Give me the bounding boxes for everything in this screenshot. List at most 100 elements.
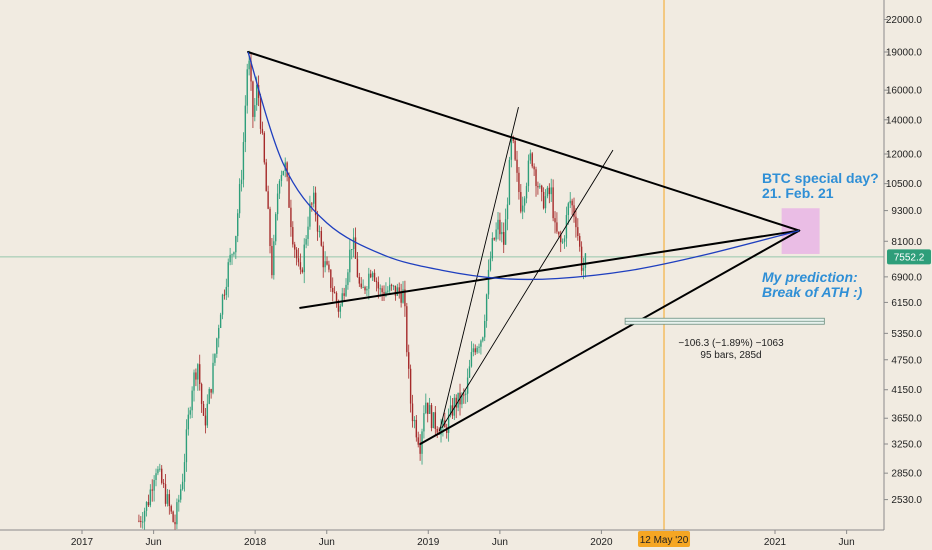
y-tick-label: 6150.0	[891, 298, 922, 309]
candle-down	[535, 169, 537, 187]
candle-down	[354, 237, 357, 259]
candle-up	[432, 412, 435, 429]
candle-down	[140, 520, 142, 523]
candle-down	[548, 187, 551, 195]
candle-up	[181, 481, 184, 490]
candle-down	[200, 384, 203, 404]
candle-up	[155, 473, 157, 480]
candle-up	[276, 193, 279, 215]
candle-down	[330, 269, 332, 288]
candle-up	[142, 521, 144, 523]
candle-up	[221, 294, 224, 315]
candle-down	[375, 280, 378, 283]
candle-down	[259, 97, 262, 129]
candle-up	[472, 348, 475, 353]
blue-arc	[247, 51, 800, 281]
candle-up	[143, 510, 146, 522]
x-tick-label: Jun	[319, 537, 335, 548]
candle-down	[493, 238, 495, 240]
candle-up	[447, 414, 450, 433]
candle-up	[366, 288, 368, 291]
candle-up	[480, 340, 482, 347]
candle-down	[434, 412, 437, 429]
candle-up	[510, 136, 513, 160]
candle-down	[560, 234, 562, 243]
triangle-lower-line	[419, 229, 801, 445]
candle-down	[320, 231, 323, 246]
current-price-badge-bg	[887, 249, 931, 265]
marker-date-label: 12 May '20	[640, 535, 689, 546]
candle-up	[219, 314, 222, 328]
y-tick-label: 8100.0	[891, 237, 922, 248]
candle-down	[554, 218, 556, 223]
candle-down	[558, 231, 560, 235]
candle-down	[356, 258, 359, 277]
candle-up	[189, 410, 191, 415]
marker-date-badge-bg	[638, 531, 691, 547]
candle-up	[396, 287, 399, 296]
y-tick-label: 2850.0	[891, 469, 922, 480]
candle-up	[235, 236, 237, 253]
candle-down	[138, 520, 140, 522]
candle-up	[387, 290, 389, 292]
candle-down	[463, 394, 465, 396]
candle-up	[428, 405, 431, 414]
candle-down	[335, 293, 338, 303]
candle-down	[417, 437, 419, 445]
candle-up	[506, 204, 509, 220]
candle-up	[539, 185, 541, 188]
candle-up	[565, 214, 568, 239]
candle-down	[337, 302, 340, 312]
candle-down	[427, 402, 429, 414]
candle-down	[265, 162, 267, 192]
candle-down	[168, 494, 171, 507]
candle-up	[309, 203, 311, 227]
candle-up	[254, 105, 256, 117]
candle-up	[522, 205, 524, 212]
candle-down	[311, 203, 313, 205]
y-tick-label: 3250.0	[891, 440, 922, 451]
candle-down	[503, 231, 505, 245]
candle-down	[292, 227, 294, 245]
candle-down	[204, 415, 207, 426]
candle-down	[316, 215, 319, 232]
candle-up	[484, 320, 486, 338]
candle-up	[485, 294, 488, 321]
candle-down	[147, 502, 150, 506]
candle-up	[349, 249, 351, 273]
candle-down	[516, 159, 518, 173]
candle-up	[527, 160, 530, 187]
candle-down	[195, 372, 197, 380]
y-tick-label: 12000.0	[886, 150, 923, 161]
candle-down	[170, 506, 172, 512]
candle-down	[474, 348, 476, 353]
candle-up	[180, 489, 182, 500]
candle-up	[495, 229, 497, 240]
candle-up	[351, 249, 353, 251]
candle-up	[159, 468, 161, 470]
y-axis-strip	[884, 0, 932, 550]
candle-up	[153, 479, 155, 491]
candle-up	[491, 238, 494, 259]
candle-up	[379, 288, 381, 290]
candle-down	[151, 489, 153, 491]
candle-down	[164, 484, 167, 504]
marker-date-badge: 12 May '20	[638, 531, 691, 547]
candle-down	[556, 222, 558, 232]
candle-up	[525, 186, 528, 199]
candle-up	[282, 170, 285, 176]
measure-label-line2: 95 bars, 285d	[700, 350, 761, 361]
prediction-text: Break of ATH :)	[762, 284, 863, 300]
candle-down	[199, 364, 201, 385]
candle-up	[489, 258, 492, 270]
x-tick-label: Jun	[146, 537, 162, 548]
candle-up	[183, 462, 186, 482]
candle-down	[333, 292, 336, 294]
candle-down	[373, 272, 376, 281]
candle-down	[161, 468, 163, 483]
candle-down	[288, 176, 290, 208]
candle-down	[430, 405, 433, 429]
candle-down	[210, 389, 212, 393]
